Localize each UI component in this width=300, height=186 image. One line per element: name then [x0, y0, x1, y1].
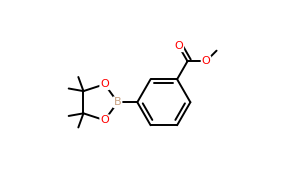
Text: O: O	[175, 41, 183, 51]
Text: B: B	[114, 97, 122, 107]
Text: O: O	[100, 79, 109, 89]
Text: O: O	[202, 56, 210, 66]
Text: O: O	[100, 115, 109, 125]
